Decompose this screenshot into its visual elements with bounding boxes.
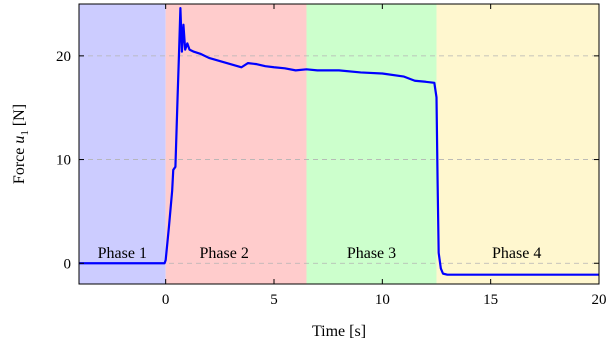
series-line-1 (79, 7, 599, 276)
phase-region-4 (436, 4, 599, 284)
phase-label-3: Phase 3 (347, 245, 396, 262)
series-layer (79, 7, 599, 276)
x-tick-label-5: 5 (270, 292, 278, 308)
plot-frame (78, 3, 600, 285)
phase-region-1 (79, 4, 166, 284)
y-tick-label-0: 0 (64, 256, 72, 272)
x-axis-title: Time [s] (312, 323, 366, 340)
x-tick-label-10: 10 (375, 292, 390, 308)
phase-labels: Phase 1 Phase 2 Phase 3 Phase 4 (98, 245, 542, 262)
y-tick-label-10: 10 (56, 153, 71, 169)
phase-label-2: Phase 2 (200, 245, 249, 262)
phase-region-3 (306, 4, 437, 284)
x-tick-label-0: 0 (162, 292, 170, 308)
y-tick-label-20: 20 (56, 49, 71, 65)
phase-regions (79, 4, 599, 284)
grid-lines (79, 55, 599, 264)
x-tick-label-20: 20 (592, 292, 607, 308)
phase-label-4: Phase 4 (492, 245, 541, 262)
y-axis-title: Force u1 [N] (11, 104, 31, 184)
x-tick-label-15: 15 (483, 292, 498, 308)
axis-ticks: 0 5 10 15 20 0 10 20 (56, 4, 607, 308)
phase-label-1: Phase 1 (98, 245, 147, 262)
